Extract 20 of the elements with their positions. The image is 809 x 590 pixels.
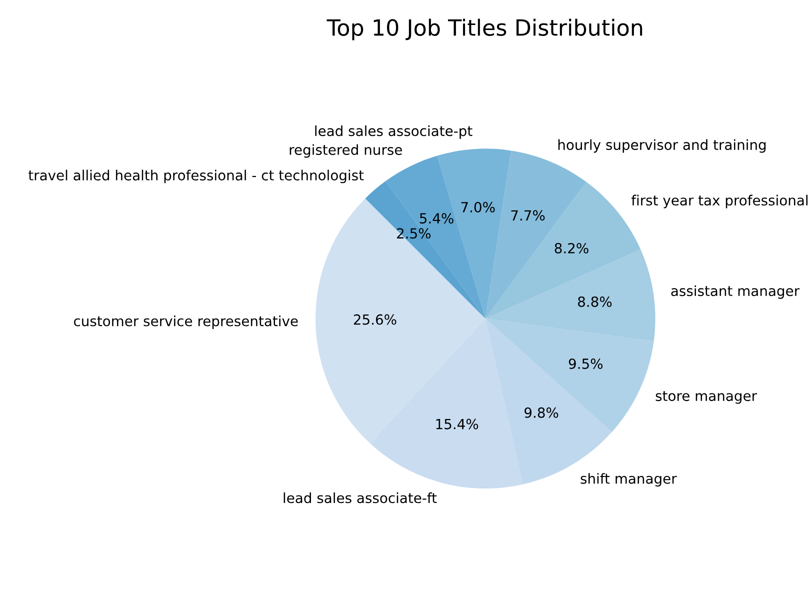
slice-label: store manager (656, 391, 758, 404)
slice-label: lead sales associate-ft (284, 492, 437, 504)
data-label: 7.0% (461, 202, 495, 212)
slice-label: shift manager (580, 473, 677, 487)
data-label: 9.8% (524, 407, 558, 418)
data-label: 25.6% (354, 314, 396, 325)
data-label: 5.4% (420, 213, 454, 224)
chart-title: Top 10 Job Titles Distribution (326, 18, 642, 40)
slice-label: assistant manager (671, 285, 800, 299)
data-label: 8.8% (578, 296, 612, 307)
data-label: 7.7% (511, 210, 545, 221)
slice-label: travel allied health professional - ct technologist (28, 170, 364, 184)
slice-label: registered nurse (290, 144, 402, 158)
data-label: 8.2% (554, 242, 588, 254)
slice-label: lead sales associate-pt (315, 125, 472, 139)
slice-label: customer service representative (74, 316, 298, 329)
data-label: 15.4% (436, 418, 478, 430)
slice-label: hourly supervisor and training (558, 139, 766, 153)
data-label: 9.5% (568, 358, 603, 369)
slice-label: first year tax professional (631, 194, 808, 208)
